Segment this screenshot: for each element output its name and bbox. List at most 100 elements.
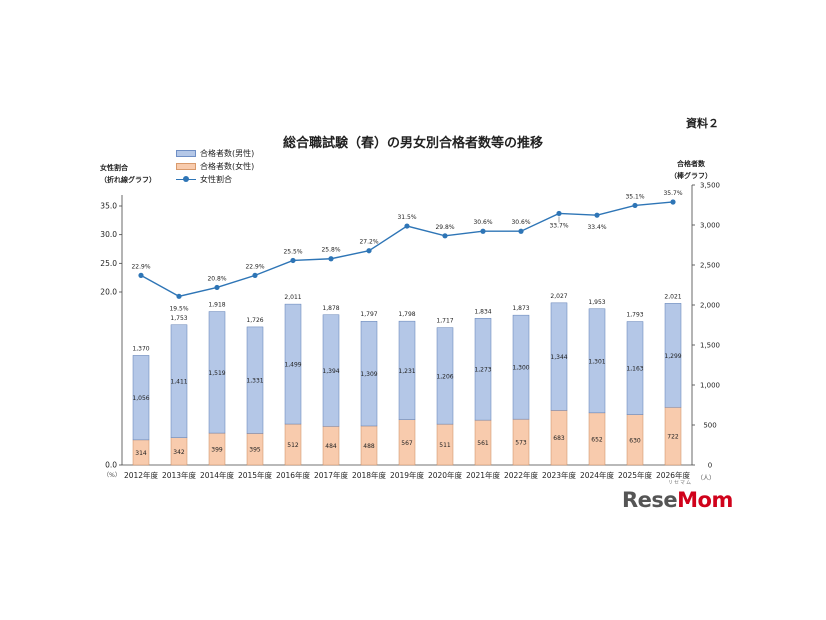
data-label-total: 1,793: [626, 312, 643, 319]
left-axis-note-line2: （折れ線グラフ）: [100, 176, 156, 184]
data-label-total: 1,726: [246, 317, 263, 324]
ratio-point: [176, 293, 182, 299]
ratio-data-label: 33.7%: [549, 222, 568, 229]
x-tick-label: 2013年度: [162, 470, 197, 480]
data-label-male: 1,499: [284, 362, 301, 369]
brand-logo: ReseMom: [622, 488, 733, 512]
data-label-total: 1,717: [436, 318, 453, 325]
ratio-data-label: 29.8%: [435, 224, 454, 231]
legend-swatch-female: [176, 163, 196, 170]
left-axis-note: 女性割合 （折れ線グラフ）: [100, 162, 156, 186]
bar-male: [588, 308, 606, 414]
ratio-point: [480, 228, 486, 234]
bar-male: [246, 326, 264, 434]
brand-ruby: リセマム: [668, 480, 693, 486]
right-tick-label: 2,000: [700, 302, 720, 310]
x-tick-label: 2019年度: [390, 470, 425, 480]
left-axis-note-line1: 女性割合: [100, 164, 128, 172]
bar-male: [360, 320, 378, 427]
right-tick-label: 2,500: [700, 262, 720, 270]
ratio-point: [518, 228, 524, 234]
data-label-female: 511: [439, 442, 451, 449]
ratio-point: [556, 210, 562, 217]
x-tick-label: 2015年度: [238, 470, 273, 480]
data-label-female: 342: [173, 449, 185, 456]
data-label-total: 1,953: [588, 299, 605, 306]
ratio-data-label: 25.5%: [283, 248, 302, 255]
bar-male: [322, 314, 340, 427]
data-label-male: 1,331: [246, 378, 263, 385]
right-tick-label: 500: [703, 422, 716, 430]
legend-swatch-male: [176, 150, 196, 157]
right-axis-note-line1: 合格者数: [677, 160, 705, 168]
data-label-male: 1,206: [436, 373, 453, 380]
data-label-total: 1,370: [132, 345, 149, 352]
right-tick-label: 3,500: [700, 182, 720, 190]
data-label-female: 573: [515, 440, 527, 447]
bar-male: [474, 318, 492, 421]
legend-item-ratio: 女性割合: [176, 173, 254, 186]
x-tick-label: 2021年度: [466, 470, 501, 480]
x-tick-label: 2017年度: [314, 470, 349, 480]
data-label-female: 512: [287, 442, 299, 449]
bar-male: [550, 302, 568, 411]
chart-legend: 合格者数(男性) 合格者数(女性) 女性割合: [176, 147, 254, 186]
data-label-male: 1,163: [626, 366, 643, 373]
data-label-male: 1,411: [170, 379, 187, 386]
ratio-data-label: 33.4%: [587, 224, 606, 231]
ratio-point: [252, 272, 258, 278]
data-label-female: 395: [249, 447, 261, 454]
left-tick-label: 30.0: [100, 230, 117, 239]
data-label-female: 488: [363, 443, 375, 450]
bar-male: [132, 355, 150, 441]
data-label-total: 1,873: [512, 305, 529, 312]
bar-male: [398, 320, 416, 420]
ratio-data-label: 25.8%: [321, 247, 340, 254]
data-label-total: 1,878: [322, 305, 339, 312]
ratio-point: [670, 199, 676, 205]
bar-male: [664, 303, 682, 408]
bar-male: [436, 327, 454, 425]
bar-male: [626, 321, 644, 415]
right-tick-label: 0: [708, 462, 712, 470]
data-label-total: 2,021: [664, 293, 681, 300]
ratio-data-label: 35.7%: [663, 190, 682, 197]
ratio-point: [290, 257, 296, 264]
left-axis-unit: （%）: [103, 472, 121, 479]
right-tick-label: 3,000: [700, 222, 720, 230]
legend-label-male: 合格者数(男性): [200, 149, 255, 158]
data-label-total: 2,011: [284, 294, 301, 301]
right-axis-note-line2: （棒グラフ）: [670, 172, 712, 180]
data-label-male: 1,394: [322, 368, 339, 375]
left-tick-label: 0.0: [105, 461, 117, 470]
data-label-male: 1,299: [664, 353, 681, 360]
data-label-female: 652: [591, 436, 603, 443]
bar-male: [284, 303, 302, 425]
x-tick-label: 2024年度: [580, 470, 615, 480]
data-label-male: 1,519: [208, 370, 225, 377]
ratio-point: [442, 233, 448, 239]
data-label-male: 1,231: [398, 368, 415, 375]
data-label-female: 630: [629, 437, 641, 444]
ratio-data-label: 30.6%: [511, 219, 530, 226]
document-label: 資料２: [686, 117, 719, 130]
x-tick-label: 2014年度: [200, 470, 235, 480]
left-tick-label: 20.0: [100, 288, 117, 297]
legend-item-female: 合格者数(女性): [176, 160, 254, 173]
ratio-point: [214, 284, 220, 291]
data-label-total: 1,753: [170, 315, 187, 322]
data-label-male: 1,300: [512, 365, 529, 372]
legend-swatch-ratio: [176, 176, 196, 183]
x-tick-label: 2025年度: [618, 470, 653, 480]
ratio-point: [594, 212, 600, 218]
data-label-male: 1,309: [360, 371, 377, 378]
data-label-female: 561: [477, 440, 489, 447]
ratio-data-label: 27.2%: [359, 239, 378, 246]
data-label-female: 683: [553, 435, 565, 442]
ratio-data-label: 22.9%: [131, 263, 150, 270]
right-tick-label: 1,000: [700, 382, 720, 390]
x-tick-label: 2018年度: [352, 470, 387, 480]
ratio-data-label: 35.1%: [625, 193, 644, 200]
x-tick-label: 2023年度: [542, 470, 577, 480]
